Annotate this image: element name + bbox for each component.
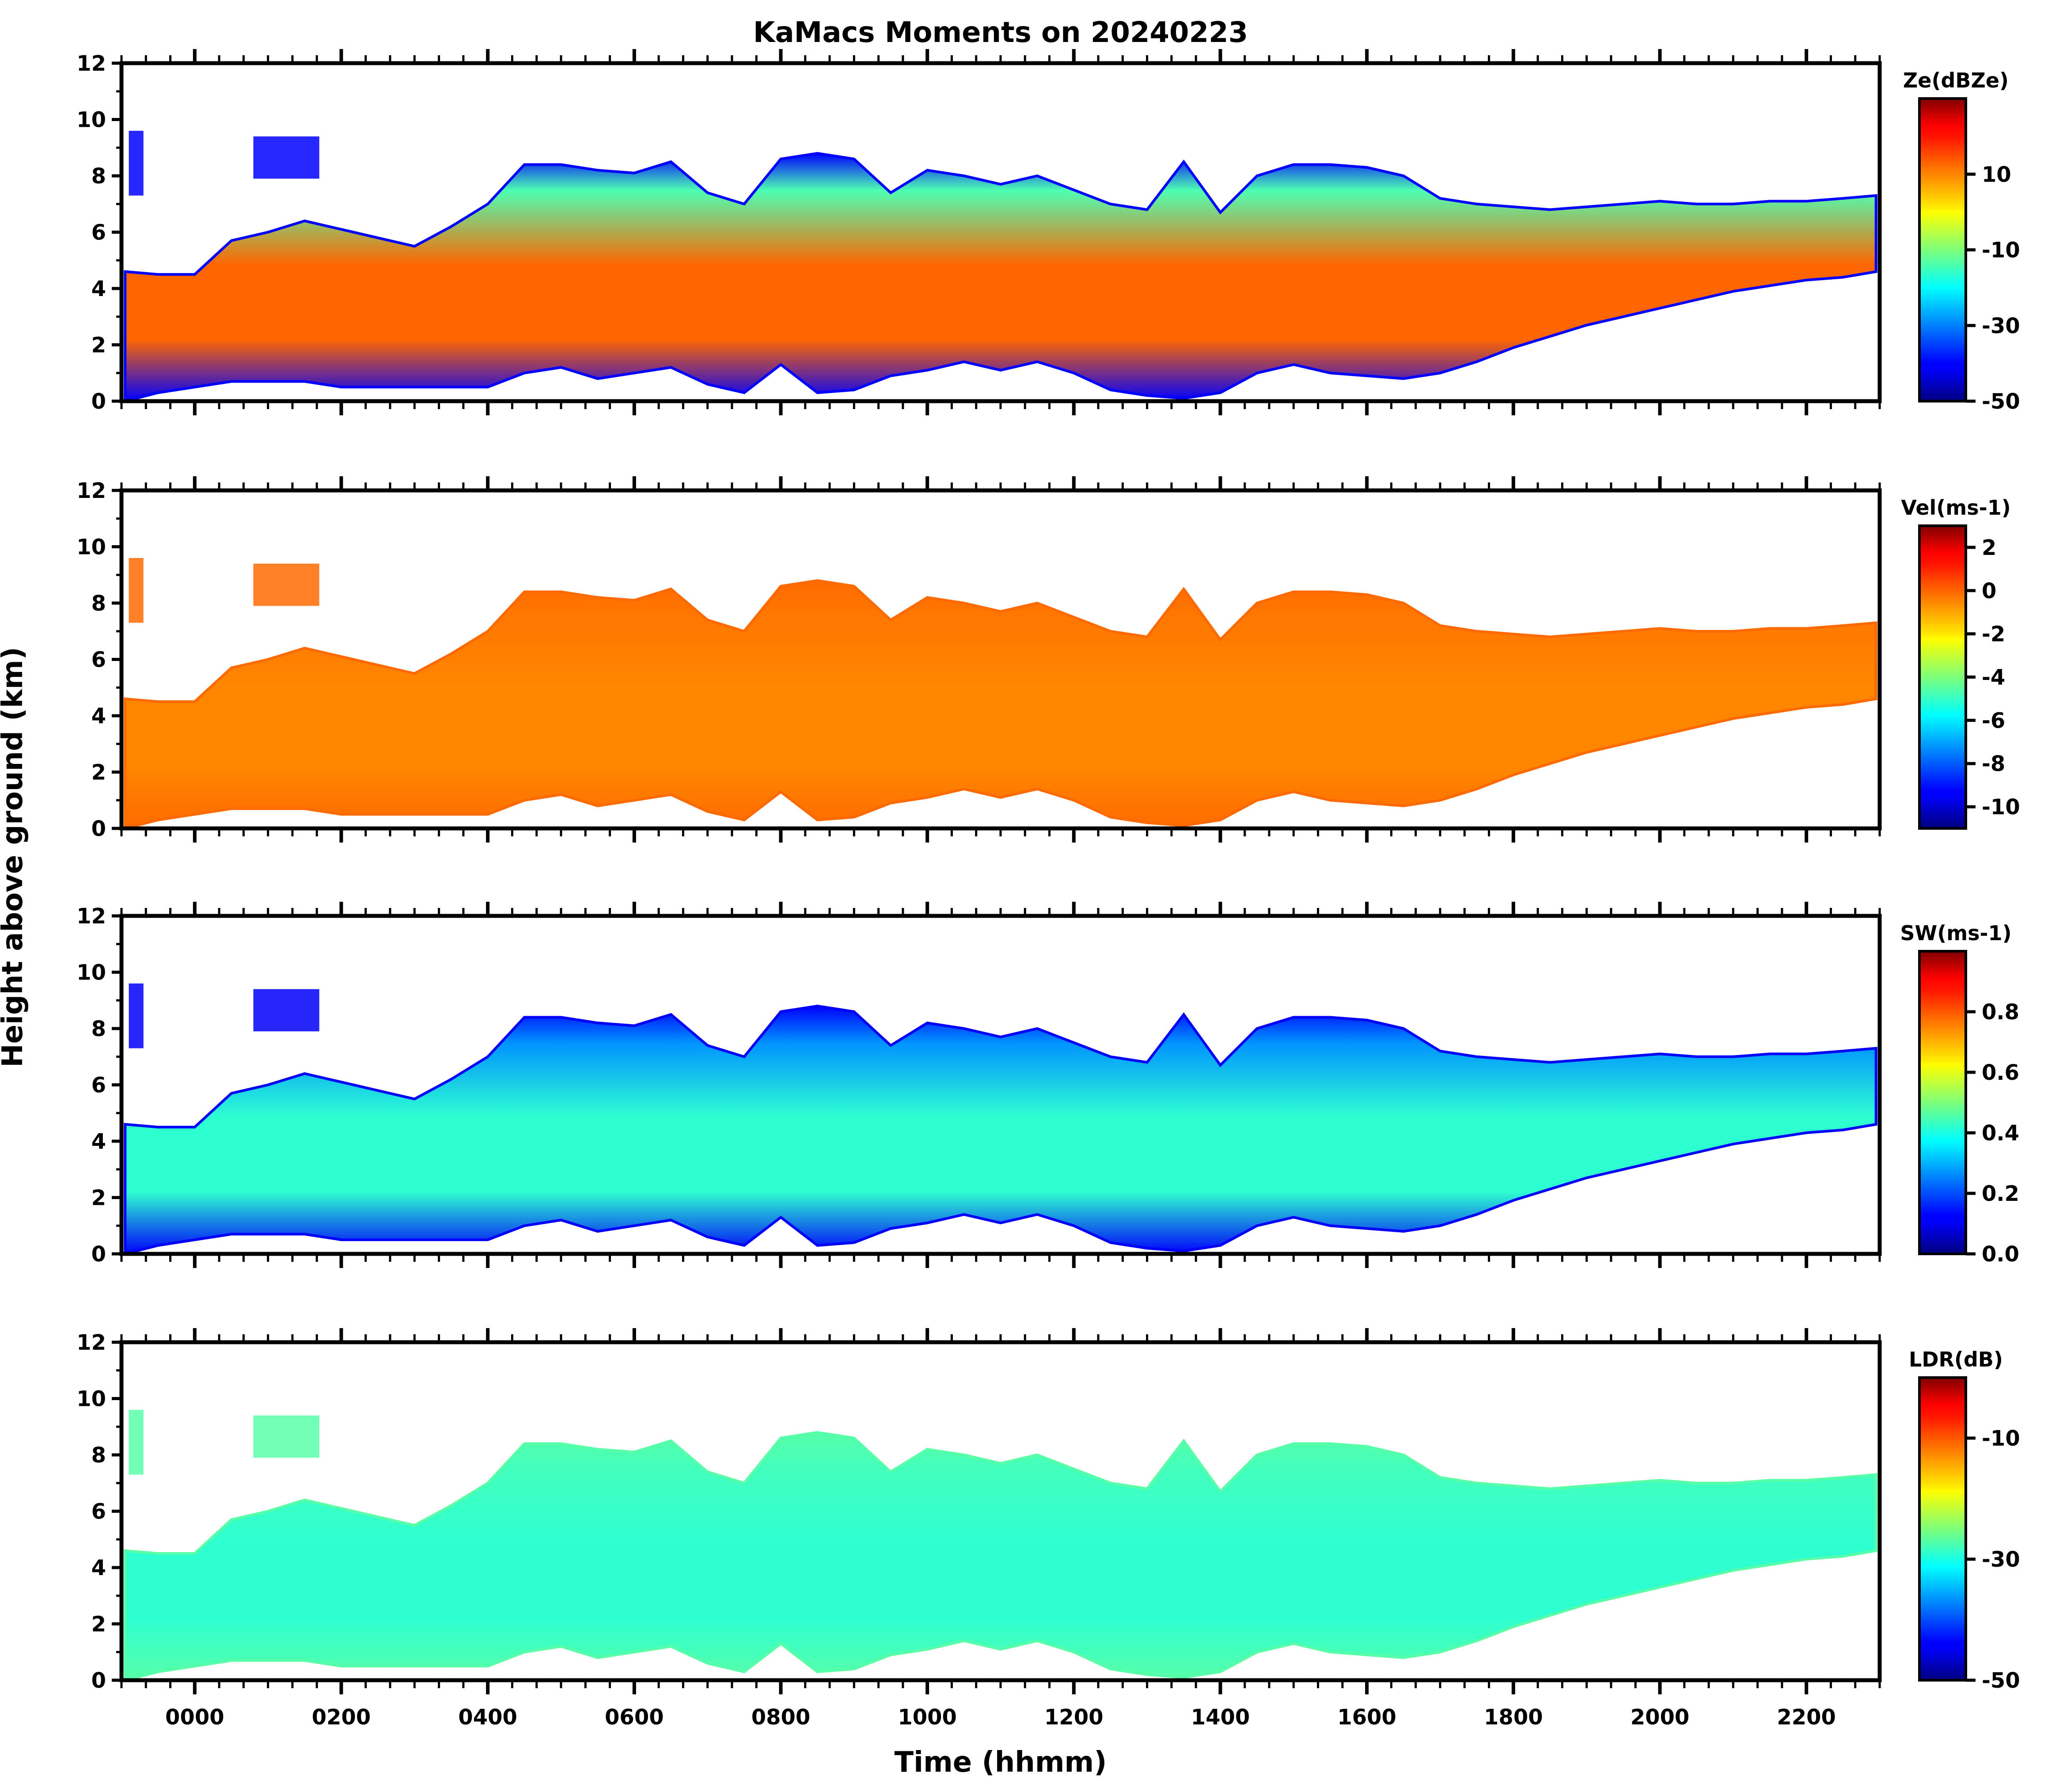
- cloud-field-ze: [124, 152, 1877, 401]
- panels-group: 0 2 4 6 8 10 12 Ze(dBZe) 10 -10 -30 -50 0 2 4 6 8 10 12 Vel…: [76, 49, 2020, 1730]
- colorbar: [1918, 950, 1967, 1255]
- y-tick-label: 6: [91, 648, 106, 672]
- panel-ze: 0 2 4 6 8 10 12 Ze(dBZe) 10 -10 -30 -50: [76, 49, 2020, 415]
- upper-cloud-cell: [129, 983, 144, 1048]
- x-tick-label: 2000: [1631, 1705, 1690, 1730]
- colorbar-tick-label: 0: [1982, 579, 1996, 604]
- colorbar-tick-label: 0.2: [1982, 1181, 2019, 1206]
- colorbar: [1918, 1376, 1967, 1682]
- y-tick-label: 8: [91, 591, 106, 616]
- x-tick-label: 1800: [1484, 1705, 1543, 1730]
- y-tick-label: 12: [76, 51, 106, 76]
- y-tick-label: 8: [91, 164, 106, 189]
- y-tick-label: 2: [91, 760, 106, 785]
- y-tick-label: 10: [76, 535, 106, 560]
- y-tick-label: 2: [91, 1186, 106, 1211]
- y-tick-label: 4: [91, 1129, 106, 1154]
- panel-sw: 0 2 4 6 8 10 12 SW(ms-1) 0.8 0.6 0.4 0.2 0.0: [76, 902, 2019, 1268]
- x-tick-label: 0800: [751, 1705, 811, 1730]
- upper-cloud-cell: [253, 563, 319, 606]
- colorbar-tick-label: -2: [1982, 622, 2005, 647]
- colorbar-tick-label: 0.0: [1982, 1242, 2019, 1267]
- colorbar-tick-label: -50: [1982, 1668, 2020, 1693]
- plot-area: [124, 1410, 1877, 1680]
- figure-title: KaMacs Moments on 20240223: [753, 16, 1248, 49]
- y-tick-label: 6: [91, 1073, 106, 1098]
- x-axis-label: Time (hhmm): [895, 1746, 1107, 1779]
- colorbar-tick-label: 2: [1982, 535, 1996, 560]
- colorbar-tick-label: -4: [1982, 665, 2005, 690]
- x-tick-label: 0600: [605, 1705, 664, 1730]
- x-tick-label: 0000: [165, 1705, 224, 1730]
- cloud-field-ldr: [124, 1431, 1877, 1680]
- panel-vel: 0 2 4 6 8 10 12 Vel(ms-1) 2 0 -2 -4 -6 -8 -10: [76, 476, 2020, 843]
- y-tick-label: 0: [91, 1242, 106, 1267]
- colorbar-tick-label: 0.4: [1982, 1121, 2019, 1146]
- x-tick-label: 1400: [1191, 1705, 1250, 1730]
- panel-ldr: 0 2 4 6 8 10 12 0000 0200 0400 0600 0800 1000 1200 140…: [76, 1328, 2020, 1730]
- colorbar-tick-label: -10: [1982, 1426, 2020, 1451]
- colorbar-tick-label: 0.8: [1982, 1000, 2019, 1025]
- colorbar-tick-label: -10: [1982, 795, 2020, 820]
- y-tick-label: 6: [91, 1500, 106, 1524]
- x-tick-label: 0200: [312, 1705, 371, 1730]
- y-tick-label: 4: [91, 704, 106, 729]
- colorbar-tick-label: -10: [1982, 238, 2020, 263]
- upper-cloud-cell: [253, 136, 319, 179]
- x-tick-label: 1000: [898, 1705, 957, 1730]
- colorbar-label: Ze(dBZe): [1903, 68, 2009, 92]
- cloud-field-vel: [124, 579, 1877, 828]
- y-tick-label: 10: [76, 1387, 106, 1412]
- y-axis-label: Height above ground (km): [0, 647, 29, 1067]
- plot-area: [124, 983, 1877, 1254]
- y-tick-label: 12: [76, 1330, 106, 1355]
- plot-area: [124, 131, 1877, 401]
- y-tick-label: 0: [91, 1668, 106, 1693]
- upper-cloud-cell: [129, 131, 144, 196]
- y-tick-label: 10: [76, 108, 106, 133]
- y-tick-label: 12: [76, 478, 106, 503]
- colorbar-label: SW(ms-1): [1900, 921, 2011, 945]
- colorbar-tick-label: -30: [1982, 1547, 2020, 1572]
- colorbar-tick-label: -30: [1982, 314, 2020, 338]
- upper-cloud-cell: [253, 989, 319, 1032]
- y-tick-label: 0: [91, 816, 106, 841]
- y-tick-label: 2: [91, 333, 106, 358]
- y-tick-label: 6: [91, 220, 106, 245]
- cloud-field-sw: [124, 1004, 1877, 1254]
- x-tick-label: 0400: [458, 1705, 517, 1730]
- y-tick-label: 4: [91, 277, 106, 301]
- upper-cloud-cell: [129, 1410, 144, 1475]
- colorbar-tick-label: 10: [1982, 162, 2011, 187]
- y-tick-label: 2: [91, 1612, 106, 1637]
- colorbar-label: Vel(ms-1): [1901, 496, 2011, 520]
- y-tick-label: 8: [91, 1443, 106, 1468]
- x-tick-label: 1200: [1044, 1705, 1104, 1730]
- colorbar-tick-label: 0.6: [1982, 1060, 2019, 1085]
- plot-area: [124, 558, 1877, 828]
- colorbar: [1918, 97, 1967, 402]
- colorbar-tick-label: -50: [1982, 389, 2020, 414]
- colorbar-tick-label: -6: [1982, 708, 2005, 733]
- y-tick-label: 4: [91, 1556, 106, 1580]
- colorbar: [1918, 524, 1967, 830]
- x-tick-label: 2200: [1777, 1705, 1836, 1730]
- y-tick-label: 8: [91, 1017, 106, 1041]
- upper-cloud-cell: [129, 558, 144, 623]
- y-tick-label: 0: [91, 389, 106, 414]
- y-tick-label: 10: [76, 961, 106, 985]
- x-tick-label: 1600: [1337, 1705, 1396, 1730]
- colorbar-tick-label: -8: [1982, 752, 2005, 776]
- y-tick-label: 12: [76, 904, 106, 929]
- upper-cloud-cell: [253, 1415, 319, 1458]
- colorbar-label: LDR(dB): [1909, 1348, 2003, 1371]
